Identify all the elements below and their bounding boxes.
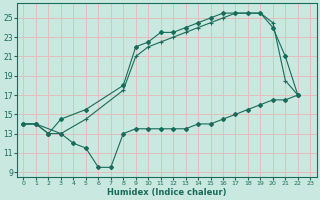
X-axis label: Humidex (Indice chaleur): Humidex (Indice chaleur) — [107, 188, 227, 197]
